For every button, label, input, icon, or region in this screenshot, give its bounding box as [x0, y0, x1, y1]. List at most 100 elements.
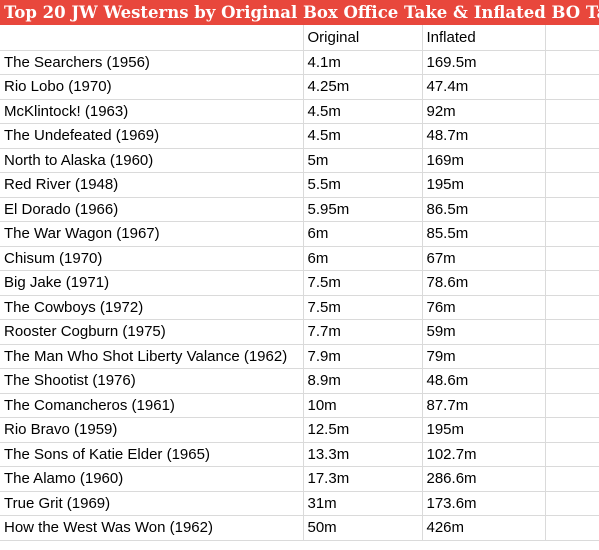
header-cell-film: [0, 25, 304, 51]
film-cell: Rio Lobo (1970): [0, 74, 304, 100]
header-cell-empty: [545, 25, 599, 51]
inflated-cell: 47.4m: [422, 74, 546, 100]
empty-cell: [545, 393, 599, 418]
inflated-cell: 169m: [422, 148, 546, 173]
film-cell: The Cowboys (1972): [0, 295, 304, 320]
empty-cell: [545, 123, 599, 149]
table-row: North to Alaska (1960) 5m 169m: [0, 148, 599, 173]
original-cell: 17.3m: [303, 466, 423, 492]
inflated-cell: 76m: [422, 295, 546, 320]
table-row: Rio Bravo (1959) 12.5m 195m: [0, 417, 599, 443]
table-row: True Grit (1969) 31m 173.6m: [0, 491, 599, 516]
film-cell: Chisum (1970): [0, 246, 304, 271]
original-cell: 6m: [303, 221, 423, 247]
original-cell: 7.7m: [303, 319, 423, 345]
original-cell: 5m: [303, 148, 423, 173]
table-row: Rooster Cogburn (1975) 7.7m 59m: [0, 319, 599, 345]
inflated-cell: 426m: [422, 515, 546, 541]
inflated-cell: 48.7m: [422, 123, 546, 149]
empty-cell: [545, 344, 599, 369]
table-row: Big Jake (1971) 7.5m 78.6m: [0, 270, 599, 296]
inflated-cell: 169.5m: [422, 50, 546, 75]
film-cell: The Sons of Katie Elder (1965): [0, 442, 304, 467]
film-cell: The Shootist (1976): [0, 368, 304, 394]
table-row: Red River (1948) 5.5m 195m: [0, 172, 599, 198]
film-cell: North to Alaska (1960): [0, 148, 304, 173]
table-row: The Searchers (1956) 4.1m 169.5m: [0, 50, 599, 75]
original-cell: 6m: [303, 246, 423, 271]
empty-cell: [545, 50, 599, 75]
original-cell: 7.5m: [303, 270, 423, 296]
inflated-cell: 78.6m: [422, 270, 546, 296]
page-title: Top 20 JW Westerns by Original Box Offic…: [0, 0, 599, 25]
table-row: The War Wagon (1967) 6m 85.5m: [0, 221, 599, 247]
original-cell: 4.1m: [303, 50, 423, 75]
film-cell: McKlintock! (1963): [0, 99, 304, 124]
table-row: McKlintock! (1963) 4.5m 92m: [0, 99, 599, 124]
empty-cell: [545, 515, 599, 541]
inflated-cell: 48.6m: [422, 368, 546, 394]
original-cell: 7.5m: [303, 295, 423, 320]
empty-cell: [545, 246, 599, 271]
original-cell: 5.95m: [303, 197, 423, 222]
table-row: The Undefeated (1969) 4.5m 48.7m: [0, 123, 599, 149]
film-cell: El Dorado (1966): [0, 197, 304, 222]
inflated-cell: 59m: [422, 319, 546, 345]
original-cell: 4.25m: [303, 74, 423, 100]
table-header-row: Original Inflated: [0, 25, 599, 51]
original-cell: 31m: [303, 491, 423, 516]
empty-cell: [545, 319, 599, 345]
film-cell: The Searchers (1956): [0, 50, 304, 75]
empty-cell: [545, 172, 599, 198]
film-cell: The War Wagon (1967): [0, 221, 304, 247]
original-cell: 5.5m: [303, 172, 423, 198]
film-cell: The Alamo (1960): [0, 466, 304, 492]
empty-cell: [545, 148, 599, 173]
film-cell: The Comancheros (1961): [0, 393, 304, 418]
inflated-cell: 195m: [422, 172, 546, 198]
header-cell-original: Original: [303, 25, 423, 51]
original-cell: 4.5m: [303, 99, 423, 124]
original-cell: 10m: [303, 393, 423, 418]
empty-cell: [545, 197, 599, 222]
header-cell-inflated: Inflated: [422, 25, 546, 51]
empty-cell: [545, 491, 599, 516]
film-cell: The Man Who Shot Liberty Valance (1962): [0, 344, 304, 369]
film-cell: The Undefeated (1969): [0, 123, 304, 149]
empty-cell: [545, 99, 599, 124]
table-row: Chisum (1970) 6m 67m: [0, 246, 599, 271]
inflated-cell: 286.6m: [422, 466, 546, 492]
empty-cell: [545, 466, 599, 492]
table-row: The Man Who Shot Liberty Valance (1962) 7…: [0, 344, 599, 369]
table-row: The Sons of Katie Elder (1965) 13.3m 102.7…: [0, 442, 599, 467]
empty-cell: [545, 295, 599, 320]
box-office-table: Original Inflated The Searchers (1956) 4.…: [0, 25, 599, 541]
empty-cell: [545, 221, 599, 247]
film-cell: How the West Was Won (1962): [0, 515, 304, 541]
table-row: El Dorado (1966) 5.95m 86.5m: [0, 197, 599, 222]
film-cell: Big Jake (1971): [0, 270, 304, 296]
table-row: The Cowboys (1972) 7.5m 76m: [0, 295, 599, 320]
original-cell: 7.9m: [303, 344, 423, 369]
inflated-cell: 86.5m: [422, 197, 546, 222]
table-row: The Shootist (1976) 8.9m 48.6m: [0, 368, 599, 394]
table-row: The Alamo (1960) 17.3m 286.6m: [0, 466, 599, 492]
original-cell: 4.5m: [303, 123, 423, 149]
empty-cell: [545, 442, 599, 467]
original-cell: 12.5m: [303, 417, 423, 443]
empty-cell: [545, 417, 599, 443]
original-cell: 8.9m: [303, 368, 423, 394]
inflated-cell: 85.5m: [422, 221, 546, 247]
empty-cell: [545, 270, 599, 296]
inflated-cell: 195m: [422, 417, 546, 443]
inflated-cell: 173.6m: [422, 491, 546, 516]
film-cell: Rooster Cogburn (1975): [0, 319, 304, 345]
empty-cell: [545, 368, 599, 394]
table-row: The Comancheros (1961) 10m 87.7m: [0, 393, 599, 418]
table-row: Rio Lobo (1970) 4.25m 47.4m: [0, 74, 599, 100]
original-cell: 13.3m: [303, 442, 423, 467]
original-cell: 50m: [303, 515, 423, 541]
inflated-cell: 79m: [422, 344, 546, 369]
film-cell: Rio Bravo (1959): [0, 417, 304, 443]
inflated-cell: 102.7m: [422, 442, 546, 467]
